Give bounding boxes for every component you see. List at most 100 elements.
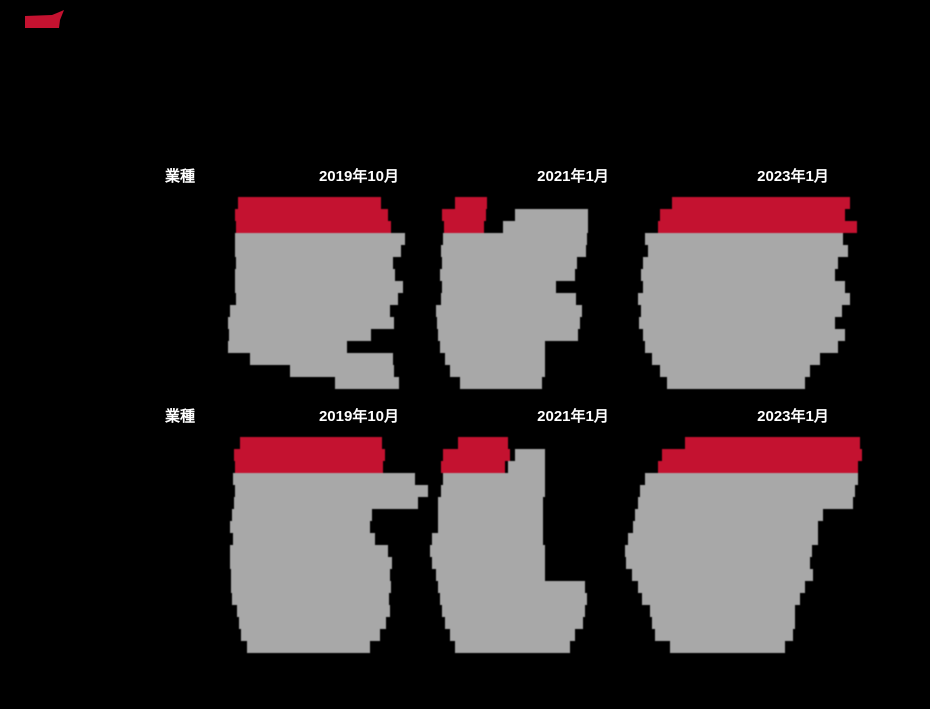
highlighted-bar [458,437,508,449]
column-header-2021-01: 2021年1月 [537,168,609,185]
bar [655,629,793,641]
bar [652,353,820,365]
bar [236,293,398,305]
bar [241,629,380,641]
bar [642,593,800,605]
highlighted-bar [444,221,484,233]
bar [650,605,795,617]
bar [515,449,545,461]
bar [445,617,583,629]
bar [438,521,543,533]
bar [503,221,588,233]
highlighted-bar [238,197,381,209]
highlighted-bar [672,197,850,209]
bar [442,281,556,293]
highlighted-bar [685,437,860,449]
bar [643,257,838,269]
highlighted-bar [234,449,385,461]
column-header-2021-01: 2021年1月 [537,408,609,425]
bar [436,569,545,581]
highlighted-bar [443,449,510,461]
bar [236,257,393,269]
column-header-2019-10: 2019年10月 [318,168,400,185]
bar [628,533,818,545]
bar [230,545,388,557]
bar [442,605,585,617]
bar [645,473,858,485]
industry-axis-label: 業種 [165,408,196,425]
bar [438,581,585,593]
bar [231,581,391,593]
bar [625,545,812,557]
bar [645,341,838,353]
industry-axis-label: 業種 [165,168,196,185]
column-header-2023-01: 2023年1月 [757,408,829,425]
column-header-2019-10: 2019年10月 [318,408,400,425]
bar [442,257,577,269]
bar [441,245,586,257]
brand-logo-icon [25,10,64,28]
bar [437,317,580,329]
bar [233,533,375,545]
bar [233,473,415,485]
bar [441,293,576,305]
bar [441,485,545,497]
bar [229,329,371,341]
bar [640,485,855,497]
bar [632,569,813,581]
bar [440,593,587,605]
bar [635,509,823,521]
bar [633,521,818,533]
bar [247,641,370,653]
highlighted-bar [441,461,505,473]
bar [235,281,403,293]
bar [438,509,543,521]
bar [438,329,578,341]
bar [626,557,810,569]
bar [648,245,848,257]
bar [638,293,850,305]
bar [230,521,370,533]
bar [641,269,835,281]
bar [645,233,843,245]
bar [455,641,570,653]
bar [515,209,588,221]
bar [443,473,545,485]
bar [335,377,399,389]
bar [230,305,390,317]
bar [235,233,405,245]
highlighted-bar [442,209,486,221]
bar [670,641,785,653]
highlighted-bar [236,221,391,233]
bar [438,497,543,509]
bar [250,353,393,365]
bar [641,305,842,317]
bar [639,317,835,329]
bar [239,617,386,629]
highlighted-bar [662,449,862,461]
bar [508,461,545,473]
bar [235,245,401,257]
bar [440,269,575,281]
bar [290,365,394,377]
bar [237,605,390,617]
bar [660,365,810,377]
bar [228,341,347,353]
highlighted-bar [658,461,858,473]
bar [450,365,545,377]
bar [231,569,390,581]
bar [235,485,428,497]
bar [432,533,543,545]
highlighted-bar [240,437,382,449]
bar [652,617,795,629]
bar [643,281,845,293]
bar [436,305,582,317]
bar [230,557,392,569]
bar [638,581,805,593]
bar [667,377,805,389]
bar [232,509,372,521]
bar [445,353,545,365]
bar [234,497,418,509]
bar [440,341,545,353]
